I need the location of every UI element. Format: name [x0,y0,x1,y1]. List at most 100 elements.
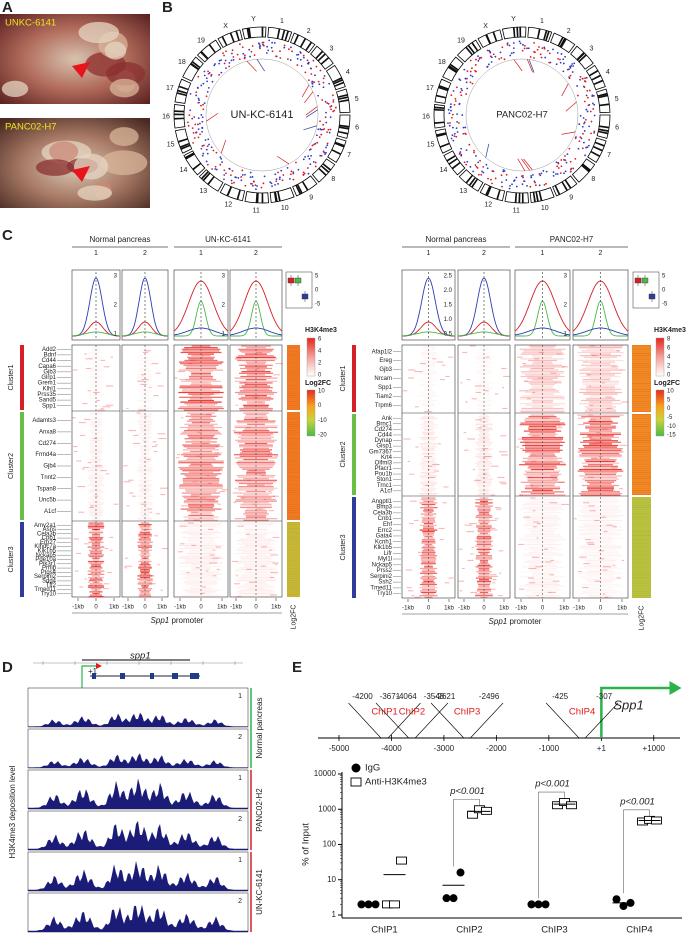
log2fc-row [632,401,651,402]
log2fc-row [632,418,651,419]
heat-row [139,580,151,582]
heat-row [419,424,438,426]
cnv-dot [571,71,574,73]
band [235,30,240,41]
heat-row [240,575,272,577]
gene-label: Anxa8 [39,429,57,435]
gene-label: Spp1 [378,385,393,391]
heat-row [182,530,220,532]
heat-row [524,462,561,464]
cnv-dot [564,155,566,157]
gene-label: Olfml3 [375,460,393,466]
ring [465,58,579,172]
heat-speck [255,351,263,353]
heat-speck [72,369,78,371]
cnv-dot [262,182,265,185]
heat-speck [113,503,119,505]
cnv-dot [453,103,456,106]
cnv-dot [538,46,540,48]
cnv-dot [202,144,205,147]
cnv-dot [471,67,473,70]
heat-row [91,455,101,457]
cnv-dot [307,79,310,82]
cnv-dot [543,183,546,186]
heat-speck [466,531,475,533]
tss-arrow [81,665,96,690]
colorbar-h3k4me3 [655,337,665,377]
cnv-dot [195,131,197,134]
heat-row [478,416,490,418]
cnv-dot [579,114,582,117]
chromosome-label: 9 [569,194,573,201]
cnv-dot [253,54,256,56]
heat-row [140,559,150,561]
cnv-dot [530,174,533,177]
cnv-dot [307,155,310,158]
log2fc-row [632,411,651,412]
box-tick: 5 [315,274,319,280]
heat-row [478,446,490,448]
x-tick-label: 0 [254,605,258,611]
log2fc-row [287,558,300,559]
heat-row [480,359,488,362]
cnv-dot [469,81,472,84]
log2fc-row [632,460,651,461]
cnv-dot [249,55,251,58]
cnv-dot [512,51,515,54]
heat-row [139,371,152,372]
cnv-dot [469,70,472,73]
heat-speck [261,546,268,548]
cnv-dot [307,172,310,175]
log2fc-row [632,519,651,520]
region-lines [348,702,421,739]
chromosome-label: 10 [541,205,549,212]
heat-row [579,355,622,357]
heat-speck [483,456,492,458]
heat-row [189,371,213,373]
band [514,192,518,203]
heat-row [237,463,275,465]
heat-row [587,488,614,490]
cnv-dot [490,178,492,181]
gene-label: Sdd4 [42,579,57,585]
label: UN-KC-6141 [255,869,264,915]
log2fc-row [632,377,651,378]
heat-speck [531,556,540,558]
heat-row [589,483,612,485]
cnv-dot [586,89,589,92]
log2fc-row [632,579,651,580]
heat-row [91,447,101,449]
gene-pointer [304,91,314,104]
gene-label: Klhl1 [43,386,57,392]
heat-speck [270,572,279,574]
gene-label: Gm7367 [369,449,393,455]
band [261,27,264,38]
heat-speck [82,403,88,405]
heat-speck [530,460,537,462]
gene-pointer [526,59,533,73]
heat-row [423,414,434,416]
heat-speck [158,438,167,440]
cnv-dot [317,94,319,97]
cnv-dot [506,43,509,46]
legend-marker [351,763,361,773]
heat-speck [611,366,619,368]
cnv-dot [238,43,241,45]
log2fc-row [287,468,300,469]
heat-row [188,514,214,517]
heat-speck [462,351,468,353]
heat-row [529,483,556,485]
band [318,167,327,176]
cnv-dot [555,161,558,164]
cnv-dot [465,163,468,166]
log2fc-row [287,486,300,487]
band [301,181,309,191]
heat-row [139,532,151,534]
cnv-dot [584,80,587,83]
heat-row [186,540,216,542]
heat-row [478,579,490,581]
cnv-dot [267,49,270,52]
heat-speck [258,473,261,475]
track-number: 1 [238,857,242,864]
cnv-dot [241,46,244,49]
